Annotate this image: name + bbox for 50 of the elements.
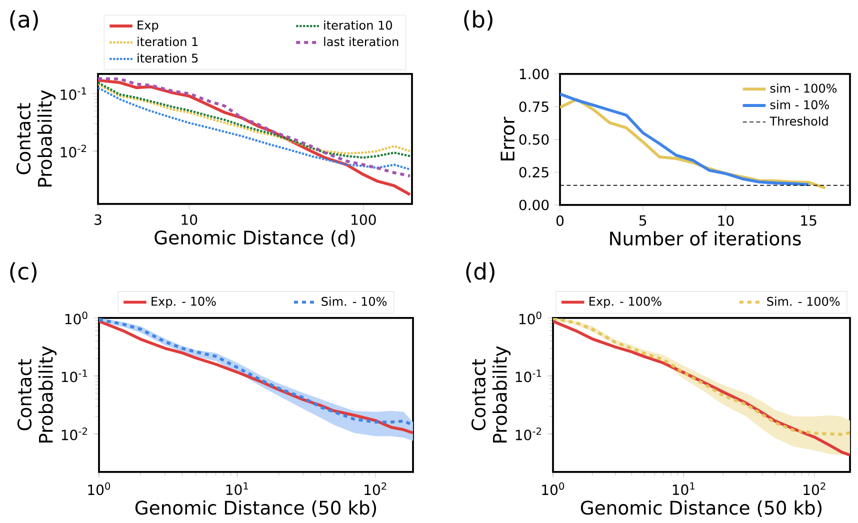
x-tick-label: 10$^{2}$ (364, 482, 386, 496)
chart-title: (c) (10, 262, 36, 282)
legend-label: Exp. - 100% (590, 296, 662, 308)
x-tick-label: 100 (352, 214, 376, 225)
y-tick-label: 10$^{-1}$ (516, 370, 542, 382)
y-tick-label: 10$^{-1}$ (62, 370, 88, 382)
legend-label: Sim. - 100% (767, 296, 840, 306)
x-axis-title: Genomic Distance (50 kb) (135, 500, 376, 517)
legend-label: Sim. - 10% (322, 296, 387, 306)
y-axis-title: Contact Probability (17, 346, 57, 442)
legend-label: last iteration (324, 36, 398, 46)
y-tick-label: 0.50 (519, 134, 549, 145)
x-tick-label: 10 (182, 214, 198, 225)
legend-label: sim - 100% (770, 84, 837, 93)
x-axis-title: Genomic Distance (50 kb) (580, 500, 822, 517)
x-tick-label: 0 (556, 215, 564, 226)
y-tick-label: 10$^{-2}$ (62, 427, 87, 440)
legend-label: sim - 10% (770, 100, 829, 110)
y-tick-label: 0.00 (519, 200, 549, 210)
legend-label: iteration 1 (138, 36, 198, 46)
y-tick-label: 10$^{-2}$ (516, 427, 541, 440)
chart-title: (d) (466, 262, 494, 282)
y-axis-title: Contact Probability (16, 90, 56, 186)
y-tick-label: 0.75 (519, 101, 548, 112)
x-tick-label: 10$^{2}$ (804, 482, 826, 496)
x-tick-label: 10$^{1}$ (672, 482, 695, 496)
y-axis-title: Contact Probability (471, 346, 511, 442)
y-tick-label: 10$^{0}$ (519, 312, 542, 324)
legend-label: Threshold (770, 116, 828, 126)
x-tick-label: 10$^{1}$ (226, 482, 248, 496)
x-tick-label: 5 (639, 215, 646, 226)
legend-label: Exp. - 10% (152, 296, 216, 308)
x-axis-title: Number of iterations (610, 231, 801, 246)
chart-title: (a) (10, 10, 38, 30)
legend-label: Exp (138, 20, 158, 32)
y-tick-label: 0.25 (519, 166, 548, 178)
y-axis-title: Error (500, 116, 515, 160)
x-tick-label: 10$^{0}$ (88, 482, 110, 496)
y-tick-label: 10$^{-1}$ (60, 87, 86, 100)
x-tick-label: 15 (801, 215, 816, 226)
x-tick-label: 10 (718, 215, 734, 226)
x-axis-title: Genomic Distance (d) (154, 230, 355, 247)
legend-label: iteration 5 (138, 53, 198, 63)
x-tick-label: 3 (94, 214, 102, 225)
y-tick-label: 1.00 (520, 68, 549, 80)
legend-label: iteration 10 (324, 20, 392, 30)
x-tick-label: 10$^{0}$ (542, 482, 564, 496)
chart-title: (b) (464, 10, 492, 30)
y-tick-label: 10$^{-2}$ (60, 144, 86, 158)
y-tick-label: 10$^{0}$ (65, 312, 88, 324)
